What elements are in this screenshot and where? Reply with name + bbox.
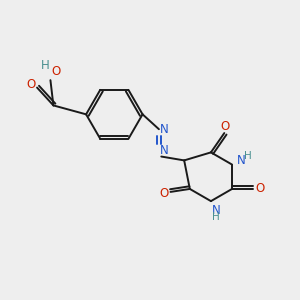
Text: O: O [255,182,265,195]
Text: N: N [160,143,169,157]
Text: N: N [237,154,245,167]
Text: N: N [212,203,221,217]
Text: H: H [244,151,251,161]
Text: O: O [159,187,169,200]
Text: H: H [41,59,50,72]
Text: O: O [220,120,230,133]
Text: N: N [160,123,169,136]
Text: H: H [212,212,220,223]
Text: O: O [26,77,35,91]
Text: O: O [51,65,60,78]
